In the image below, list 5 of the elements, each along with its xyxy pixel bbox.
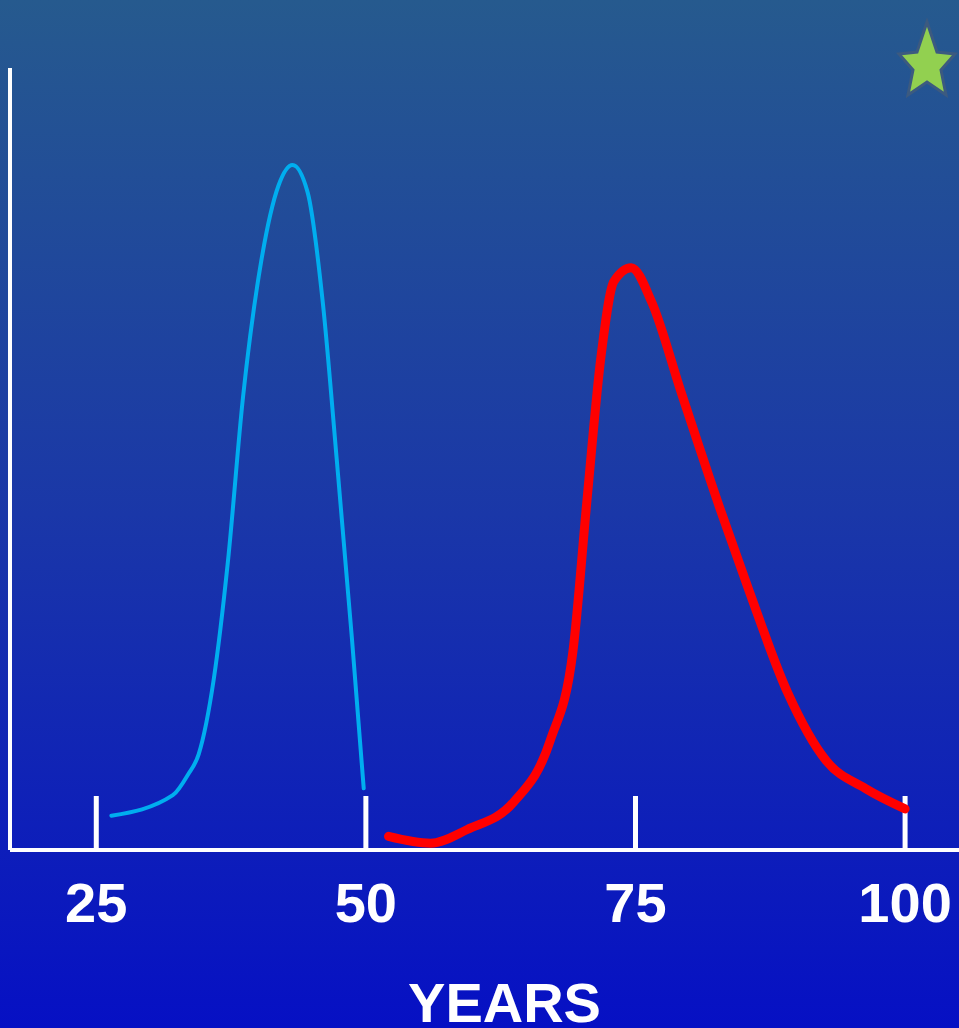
x-tick-label: 75	[604, 871, 667, 934]
x-tick-label: 100	[858, 871, 952, 934]
x-tick-label: 25	[65, 871, 128, 934]
x-axis-title: YEARS	[408, 971, 601, 1028]
x-tick-label: 50	[334, 871, 398, 934]
